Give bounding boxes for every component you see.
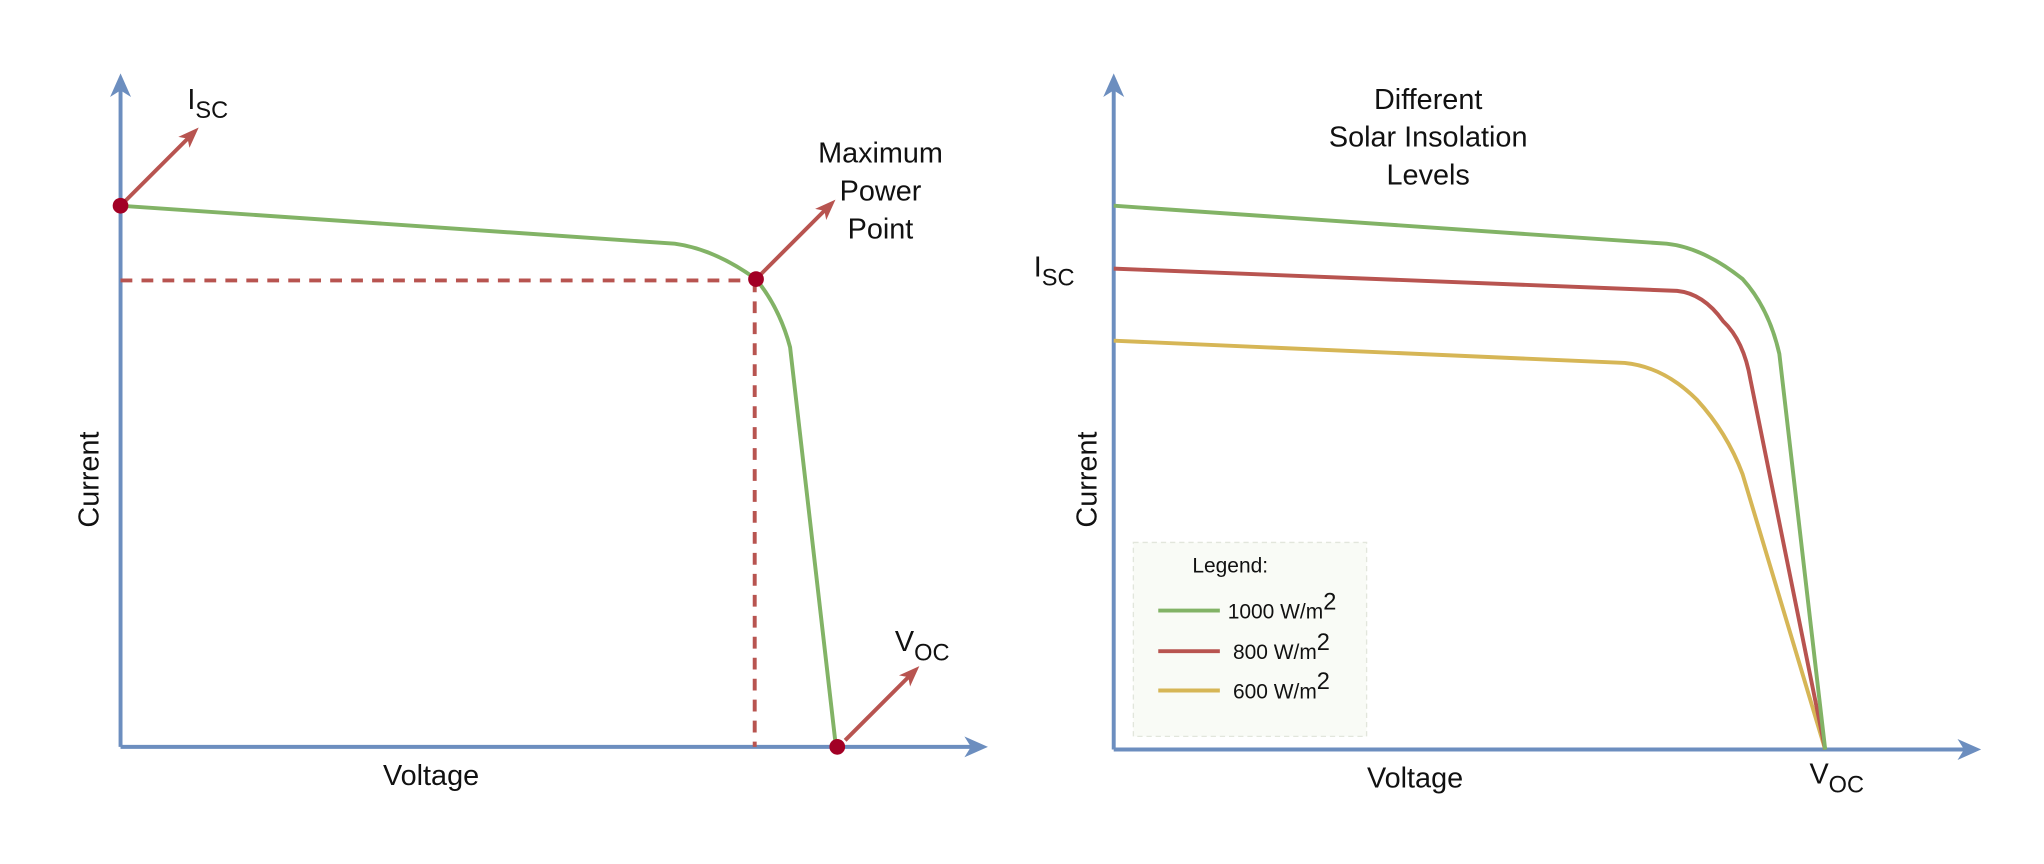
iv-curve bbox=[1113, 266, 1828, 750]
title: Solar Insolation bbox=[1329, 122, 1528, 154]
label-sub: OC bbox=[1829, 772, 1864, 798]
label-base: I bbox=[187, 84, 195, 116]
legend-sup: 2 bbox=[1323, 588, 1336, 614]
mpp-label: Point bbox=[848, 213, 914, 245]
mpp-label: Maximum bbox=[818, 137, 943, 169]
point bbox=[112, 197, 129, 214]
iv-curve bbox=[1113, 203, 1828, 750]
title: Levels bbox=[1387, 160, 1470, 192]
voc-label: VOC bbox=[1809, 759, 1864, 798]
right-panel: Different Solar Insolation Levels ISC VO… bbox=[1034, 73, 1982, 798]
legend-text: 600 W/m bbox=[1233, 680, 1317, 703]
iv-curve bbox=[1113, 338, 1828, 751]
isc-label: ISC bbox=[1034, 251, 1075, 290]
iv-curve bbox=[120, 203, 838, 748]
point bbox=[748, 271, 764, 287]
y-axis-label: Current bbox=[1072, 432, 1104, 528]
legend-entry: 1000 W/m2 bbox=[1228, 588, 1337, 623]
arrow bbox=[843, 666, 920, 742]
label-sub: SC bbox=[195, 97, 228, 123]
label-sub: OC bbox=[914, 639, 949, 665]
legend-text: 1000 W/m bbox=[1228, 600, 1324, 623]
x-axis-label: Voltage bbox=[1367, 762, 1463, 794]
legend: Legend: 1000 W/m2 800 W/m2 600 W/m2 bbox=[1132, 541, 1368, 738]
voc-label: VOC bbox=[895, 626, 950, 665]
label-base: V bbox=[1809, 759, 1829, 791]
legend-text: 800 W/m bbox=[1233, 641, 1317, 664]
isc-label: ISC bbox=[187, 84, 228, 123]
x-axis-label: Voltage bbox=[383, 760, 479, 792]
label-base: V bbox=[895, 626, 915, 658]
legend-entry: 800 W/m2 bbox=[1233, 629, 1330, 664]
legend-title: Legend: bbox=[1192, 555, 1268, 578]
legend-box bbox=[1132, 541, 1368, 738]
y-axis-label: Current bbox=[73, 432, 105, 528]
label-base: I bbox=[1034, 251, 1042, 283]
label-sub: SC bbox=[1042, 265, 1075, 291]
arrow bbox=[119, 127, 199, 208]
mpp-label: Power bbox=[840, 175, 922, 207]
left-panel: ISC Maximum Power Point VOC Current Volt… bbox=[73, 73, 988, 792]
point bbox=[829, 738, 846, 755]
legend-sup: 2 bbox=[1317, 629, 1330, 655]
legend-sup: 2 bbox=[1317, 668, 1330, 694]
legend-entry: 600 W/m2 bbox=[1233, 668, 1330, 703]
arrow bbox=[754, 199, 836, 281]
title: Different bbox=[1374, 84, 1482, 116]
